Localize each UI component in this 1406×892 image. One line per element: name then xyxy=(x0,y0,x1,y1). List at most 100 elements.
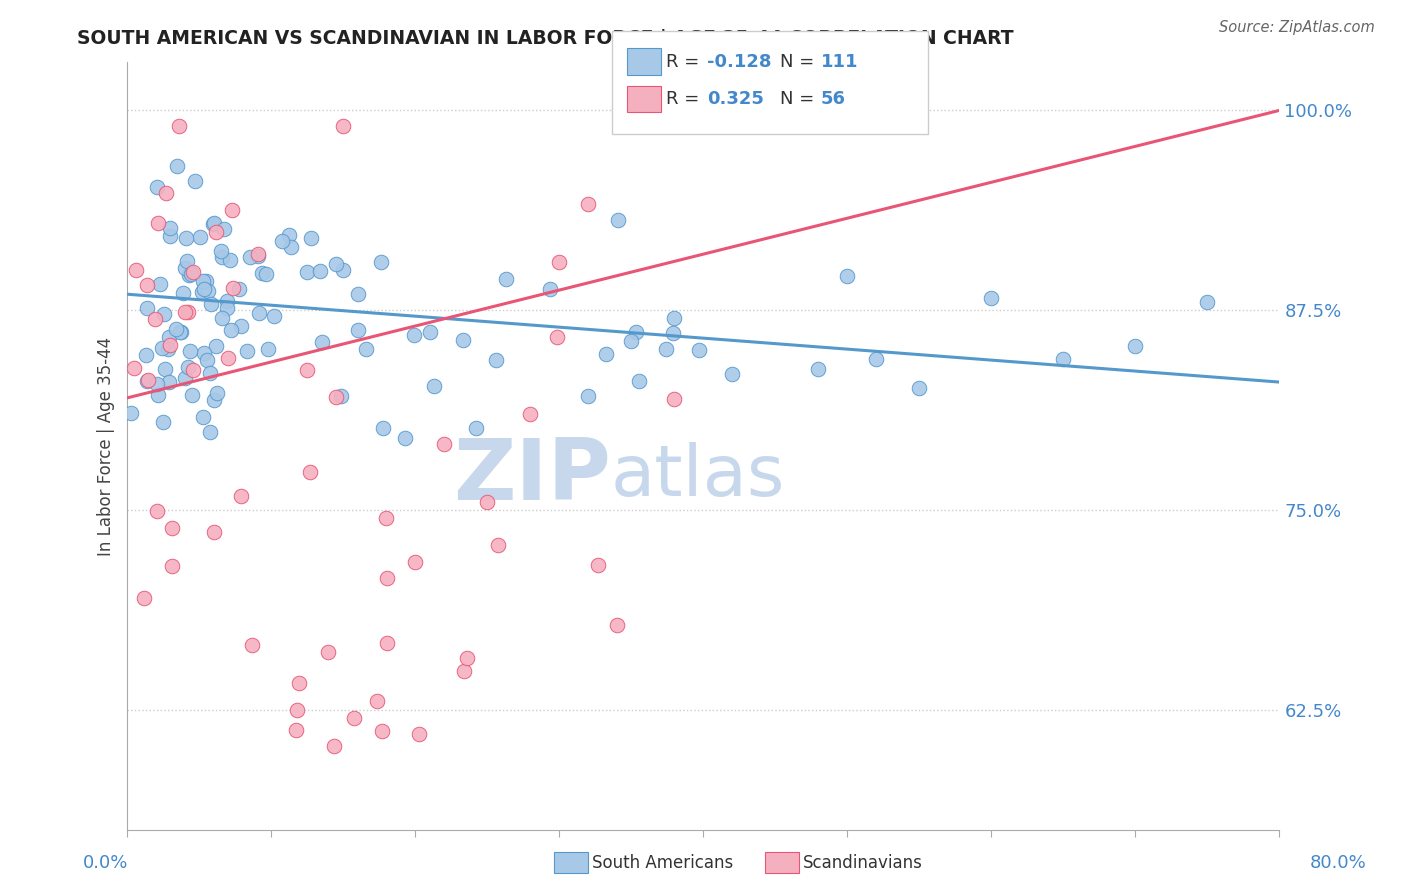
Text: 56: 56 xyxy=(821,90,846,108)
Point xyxy=(193,345,215,359)
Point xyxy=(246,249,269,263)
Point xyxy=(624,325,647,339)
Point xyxy=(219,323,242,337)
Point xyxy=(125,263,148,277)
Point xyxy=(120,406,142,420)
Point xyxy=(228,282,250,296)
Point xyxy=(250,266,273,280)
Point xyxy=(202,393,225,408)
Point xyxy=(655,343,678,357)
Point xyxy=(174,304,197,318)
Point xyxy=(231,319,253,334)
Point xyxy=(205,225,228,239)
Point xyxy=(485,353,508,368)
Point xyxy=(865,352,887,367)
Point xyxy=(332,263,354,277)
Text: 0.325: 0.325 xyxy=(707,90,763,108)
Point xyxy=(346,323,368,337)
Point xyxy=(298,465,321,479)
Point xyxy=(146,216,169,230)
Point xyxy=(288,676,311,690)
Point xyxy=(143,312,166,326)
Point xyxy=(606,213,628,227)
Point xyxy=(620,334,643,348)
Point xyxy=(180,266,202,280)
Point xyxy=(150,342,173,356)
Point xyxy=(256,268,278,282)
Point xyxy=(204,525,226,540)
Point xyxy=(169,325,191,339)
Text: -0.128: -0.128 xyxy=(707,53,772,70)
Point xyxy=(595,347,617,361)
Point xyxy=(157,330,180,344)
Point xyxy=(664,310,686,325)
Text: N =: N = xyxy=(780,53,820,70)
Point xyxy=(180,388,202,402)
Point xyxy=(309,264,332,278)
Point xyxy=(132,591,155,605)
Point xyxy=(323,739,346,753)
Point xyxy=(156,343,179,357)
Point xyxy=(620,120,643,134)
Point xyxy=(211,250,233,264)
Point xyxy=(165,321,187,335)
Text: R =: R = xyxy=(666,90,706,108)
Point xyxy=(280,240,302,254)
Point xyxy=(222,281,245,295)
Point xyxy=(167,120,190,134)
Point xyxy=(285,723,308,738)
Point xyxy=(285,704,308,718)
Point xyxy=(200,297,222,311)
Point xyxy=(135,348,157,362)
Point xyxy=(218,252,240,267)
Point xyxy=(179,268,201,282)
Point xyxy=(191,285,214,300)
Point xyxy=(212,222,235,236)
Text: 0.0%: 0.0% xyxy=(83,854,128,871)
Point xyxy=(347,287,370,301)
Point xyxy=(546,330,568,344)
Text: R =: R = xyxy=(666,53,706,70)
Point xyxy=(211,310,233,325)
Point xyxy=(1197,294,1219,309)
Point xyxy=(152,308,174,322)
Point xyxy=(146,504,169,518)
Point xyxy=(263,310,285,324)
Point xyxy=(177,304,200,318)
Point xyxy=(170,325,193,339)
Point xyxy=(343,711,366,725)
Point xyxy=(204,339,226,353)
Point xyxy=(146,180,169,194)
Text: atlas: atlas xyxy=(610,442,785,511)
Point xyxy=(453,664,475,678)
Point xyxy=(159,337,181,351)
Point xyxy=(692,120,714,134)
Point xyxy=(174,371,197,385)
Point xyxy=(174,231,197,245)
Point xyxy=(135,374,157,388)
Point xyxy=(200,366,222,380)
Point xyxy=(311,334,333,349)
Point xyxy=(404,555,426,569)
Point xyxy=(184,173,207,187)
Point xyxy=(146,388,169,402)
Point xyxy=(373,421,395,435)
Point xyxy=(209,244,232,258)
Point xyxy=(316,645,339,659)
Point xyxy=(375,636,398,650)
Point xyxy=(136,301,159,315)
Point xyxy=(688,343,710,358)
Point xyxy=(190,230,212,244)
Point xyxy=(149,277,172,292)
Point xyxy=(422,379,444,393)
Point xyxy=(193,282,215,296)
Point xyxy=(606,618,628,632)
Point xyxy=(152,415,174,429)
Point xyxy=(191,274,214,288)
Point xyxy=(221,202,243,217)
Text: ZIP: ZIP xyxy=(453,435,610,518)
Point xyxy=(136,278,159,293)
Point xyxy=(239,250,262,264)
Text: SOUTH AMERICAN VS SCANDINAVIAN IN LABOR FORCE | AGE 35-44 CORRELATION CHART: SOUTH AMERICAN VS SCANDINAVIAN IN LABOR … xyxy=(77,29,1014,48)
Point xyxy=(374,511,398,525)
